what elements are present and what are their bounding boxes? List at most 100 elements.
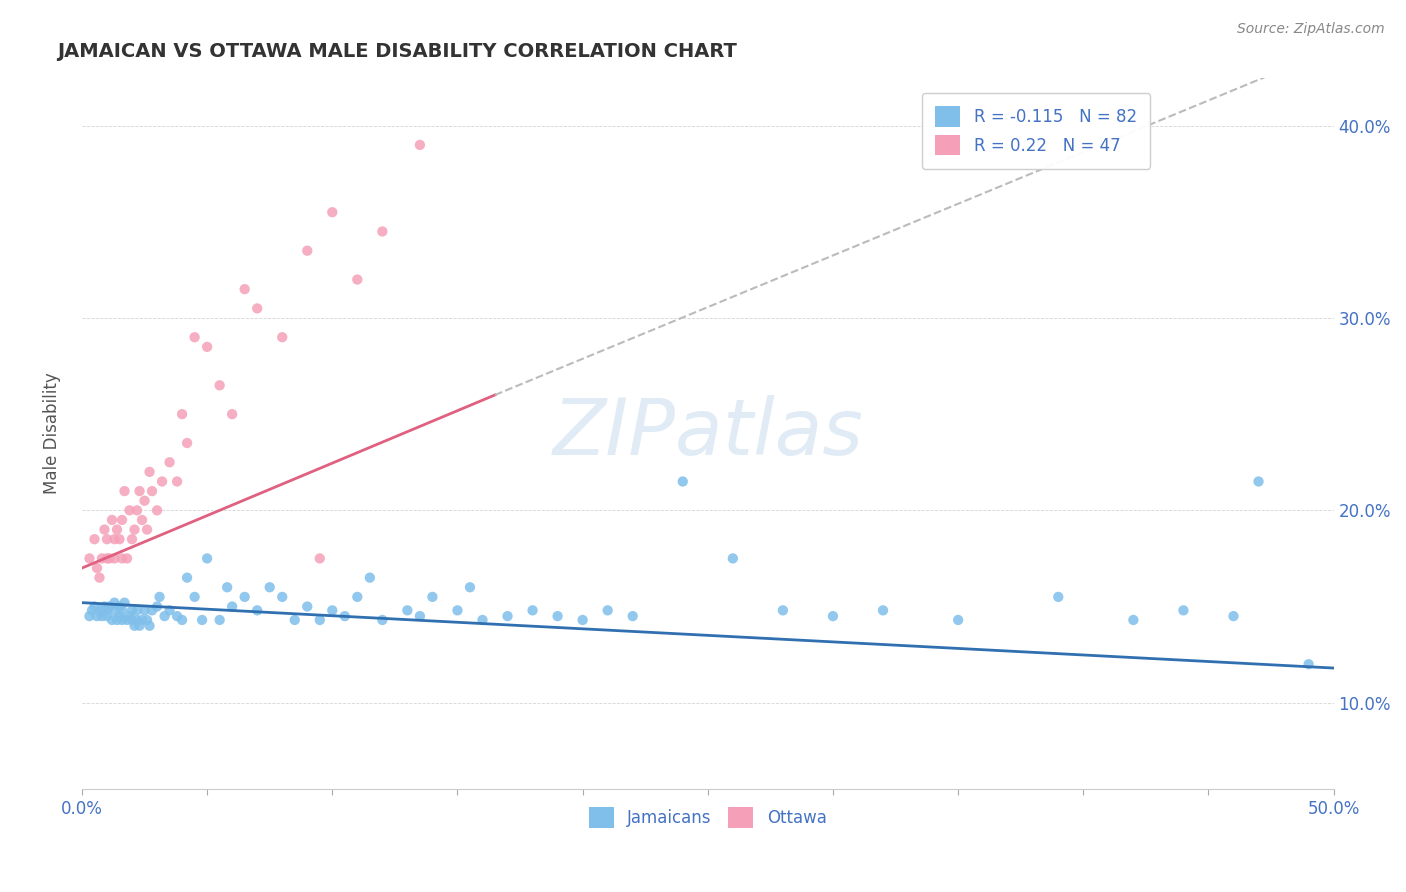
- Point: [471, 613, 494, 627]
- Point: [124, 619, 146, 633]
- Point: [121, 613, 143, 627]
- Point: [125, 613, 148, 627]
- Point: [946, 613, 969, 627]
- Point: [91, 551, 114, 566]
- Point: [183, 590, 205, 604]
- Point: [114, 596, 136, 610]
- Point: [103, 532, 125, 546]
- Point: [191, 613, 214, 627]
- Point: [821, 609, 844, 624]
- Point: [108, 532, 131, 546]
- Point: [79, 609, 101, 624]
- Point: [138, 619, 160, 633]
- Point: [111, 603, 134, 617]
- Point: [1047, 590, 1070, 604]
- Point: [1298, 657, 1320, 672]
- Point: [166, 475, 188, 489]
- Point: [125, 603, 148, 617]
- Point: [308, 613, 330, 627]
- Point: [172, 613, 194, 627]
- Point: [128, 619, 150, 633]
- Point: [259, 580, 281, 594]
- Point: [321, 603, 343, 617]
- Point: [422, 590, 444, 604]
- Point: [124, 523, 146, 537]
- Point: [246, 301, 269, 316]
- Point: [111, 613, 134, 627]
- Point: [98, 551, 121, 566]
- Point: [121, 532, 143, 546]
- Point: [118, 503, 141, 517]
- Point: [159, 603, 181, 617]
- Point: [105, 613, 128, 627]
- Point: [150, 475, 173, 489]
- Point: [146, 503, 169, 517]
- Point: [91, 603, 114, 617]
- Point: [96, 603, 118, 617]
- Point: [1173, 603, 1195, 617]
- Point: [221, 407, 243, 421]
- Point: [371, 224, 394, 238]
- Point: [496, 609, 519, 624]
- Point: [308, 551, 330, 566]
- Point: [346, 590, 368, 604]
- Point: [79, 551, 101, 566]
- Point: [208, 613, 231, 627]
- Point: [153, 609, 176, 624]
- Point: [596, 603, 619, 617]
- Point: [103, 596, 125, 610]
- Point: [346, 272, 368, 286]
- Point: [176, 436, 198, 450]
- Point: [93, 523, 115, 537]
- Point: [86, 561, 108, 575]
- Point: [118, 609, 141, 624]
- Point: [103, 603, 125, 617]
- Point: [333, 609, 356, 624]
- Point: [96, 609, 118, 624]
- Point: [115, 613, 138, 627]
- Point: [131, 613, 153, 627]
- Point: [141, 603, 163, 617]
- Point: [131, 513, 153, 527]
- Point: [166, 609, 188, 624]
- Point: [409, 609, 432, 624]
- Point: [217, 580, 239, 594]
- Point: [148, 590, 170, 604]
- Point: [1247, 475, 1270, 489]
- Point: [141, 484, 163, 499]
- Point: [93, 599, 115, 614]
- Point: [1222, 609, 1244, 624]
- Point: [96, 532, 118, 546]
- Point: [271, 590, 294, 604]
- Point: [522, 603, 544, 617]
- Point: [233, 590, 256, 604]
- Point: [103, 551, 125, 566]
- Point: [83, 599, 105, 614]
- Point: [176, 571, 198, 585]
- Point: [284, 613, 307, 627]
- Point: [146, 599, 169, 614]
- Point: [208, 378, 231, 392]
- Point: [359, 571, 381, 585]
- Point: [571, 613, 593, 627]
- Point: [83, 532, 105, 546]
- Text: JAMAICAN VS OTTAWA MALE DISABILITY CORRELATION CHART: JAMAICAN VS OTTAWA MALE DISABILITY CORRE…: [56, 42, 737, 61]
- Point: [458, 580, 481, 594]
- Point: [105, 523, 128, 537]
- Point: [108, 609, 131, 624]
- Point: [246, 603, 269, 617]
- Point: [136, 523, 159, 537]
- Point: [221, 599, 243, 614]
- Point: [111, 513, 134, 527]
- Text: ZIPatlas: ZIPatlas: [553, 395, 863, 471]
- Text: Source: ZipAtlas.com: Source: ZipAtlas.com: [1237, 22, 1385, 37]
- Point: [195, 551, 218, 566]
- Point: [138, 465, 160, 479]
- Point: [115, 551, 138, 566]
- Point: [89, 603, 111, 617]
- Point: [172, 407, 194, 421]
- Point: [101, 613, 124, 627]
- Point: [134, 493, 156, 508]
- Point: [136, 613, 159, 627]
- Point: [872, 603, 894, 617]
